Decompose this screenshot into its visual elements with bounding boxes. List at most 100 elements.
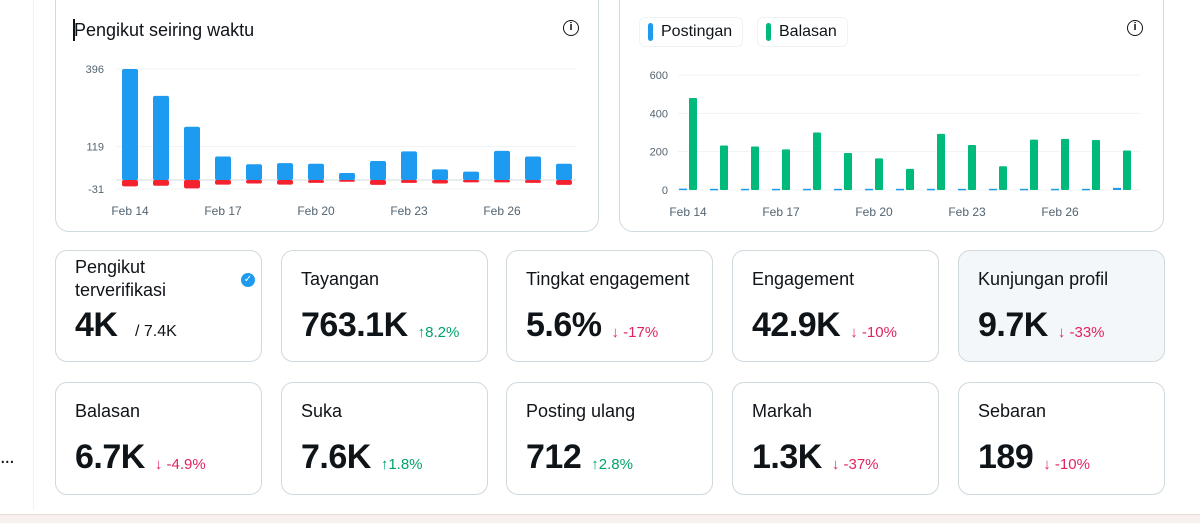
metric-label: Tayangan: [301, 269, 380, 289]
posts-replies-chart-panel: Postingan Balasan i 600 400 200 0 Feb 14 Feb …: [619, 0, 1164, 232]
x-tick-label: Feb 17: [762, 205, 800, 219]
legend-posts-label: Postingan: [661, 23, 733, 40]
metric-change: ↓ -10%: [1043, 456, 1090, 473]
replies-bar: [720, 145, 728, 190]
replies-bar: [1061, 138, 1069, 190]
posts-bar: [1113, 187, 1121, 190]
posts-bar: [679, 188, 687, 191]
metric-card[interactable]: Balasan 6.7K ↓ -4.9%: [55, 382, 262, 495]
metric-card[interactable]: Pengikut terverifikasi 4K / 7.4K ✓: [55, 250, 262, 362]
posts-bar: [896, 188, 904, 191]
info-icon[interactable]: i: [563, 20, 579, 36]
replies-bar: [782, 149, 790, 190]
followers-chart: 396 119 -31 Feb 14 Feb 17 Feb 20 Feb 23 Feb 26: [86, 64, 576, 218]
new-followers-bar: [246, 164, 262, 180]
posts-swatch: [648, 23, 653, 41]
posts-bar: [989, 188, 997, 191]
verified-icon: ✓: [241, 273, 255, 287]
new-followers-bar: [122, 69, 138, 180]
new-followers-bar: [494, 150, 510, 180]
metric-label: Suka: [301, 401, 343, 421]
info-icon[interactable]: i: [1127, 20, 1143, 36]
x-tick-label: Feb 17: [204, 204, 242, 218]
unfollows-bar: [308, 180, 324, 183]
unfollows-bar: [556, 180, 572, 185]
metric-change: ↑8.2%: [417, 324, 460, 341]
metric-value: 763.1K: [301, 306, 408, 344]
metric-card[interactable]: Suka 7.6K ↑1.8%: [281, 382, 488, 495]
y-tick-label: 0: [662, 185, 668, 197]
metric-card[interactable]: Engagement 42.9K ↓ -10%: [732, 250, 939, 362]
metric-card[interactable]: Markah 1.3K ↓ -37%: [732, 382, 939, 495]
unfollows-bar: [432, 180, 448, 184]
legend-posts[interactable]: Postingan: [639, 17, 744, 47]
replies-bar: [968, 144, 976, 190]
replies-bar: [813, 132, 821, 190]
y-tick-label: 400: [650, 108, 668, 120]
x-tick-label: Feb 23: [948, 205, 986, 219]
followers-chart-panel: Pengikut seiring waktu i 396 119 -31 Feb 14…: [55, 0, 599, 232]
replies-bar: [937, 133, 945, 190]
posts-bar: [710, 188, 718, 191]
metric-change: ↓ -4.9%: [154, 456, 206, 473]
metric-card[interactable]: Tingkat engagement 5.6% ↓ -17%: [506, 250, 713, 362]
metric-value: 42.9K: [752, 306, 841, 344]
x-tick-label: Feb 14: [111, 204, 149, 218]
posts-bar: [741, 188, 749, 191]
legend-replies[interactable]: Balasan: [757, 17, 848, 47]
metric-label: Balasan: [75, 401, 141, 421]
replies-bar: [1030, 139, 1038, 190]
metric-change: ↓ -33%: [1057, 324, 1105, 341]
y-tick-label: 600: [650, 70, 668, 82]
x-tick-label: Feb 26: [483, 204, 521, 218]
replies-bar: [1123, 150, 1131, 190]
y-tick-label: 200: [650, 147, 668, 159]
posts-bar: [772, 188, 780, 191]
replies-bar: [875, 158, 883, 190]
metric-label: Kunjungan profil: [978, 269, 1109, 289]
metric-label: Engagement: [752, 269, 855, 289]
metric-card[interactable]: Sebaran 189 ↓ -10%: [958, 382, 1165, 495]
metric-change: ↓ -10%: [850, 324, 897, 341]
metric-value: 4K: [75, 306, 118, 344]
unfollows-bar: [184, 180, 200, 189]
x-tick-label: Feb 14: [669, 205, 707, 219]
text-cursor: [73, 19, 75, 41]
y-tick-label: -31: [88, 184, 104, 196]
posts-bar: [958, 188, 966, 191]
replies-bar: [751, 146, 759, 190]
replies-swatch: [766, 23, 771, 41]
metric-value: 189: [978, 438, 1034, 476]
unfollows-bar: [277, 180, 293, 185]
metric-change: ↓ -37%: [831, 456, 879, 473]
replies-bar: [999, 166, 1007, 190]
replies-bar: [1092, 139, 1100, 190]
followers-chart-title: Pengikut seiring waktu: [74, 20, 255, 40]
unfollows-bar: [401, 180, 417, 183]
new-followers-bar: [339, 172, 355, 180]
metric-label: Markah: [752, 401, 813, 421]
unfollows-bar: [153, 180, 169, 186]
metric-card[interactable]: Posting ulang 712 ↑2.8%: [506, 382, 713, 495]
metric-card[interactable]: Kunjungan profil 9.7K ↓ -33%: [958, 250, 1165, 362]
metric-value: 9.7K: [978, 306, 1048, 344]
unfollows-bar: [370, 180, 386, 185]
new-followers-bar: [525, 156, 541, 180]
new-followers-bar: [370, 160, 386, 180]
metric-value: 712: [526, 438, 582, 476]
replies-bar: [844, 153, 852, 190]
new-followers-bar: [556, 163, 572, 180]
unfollows-bar: [339, 180, 355, 182]
metric-card[interactable]: Tayangan 763.1K ↑8.2%: [281, 250, 488, 362]
metric-label: Sebaran: [978, 401, 1047, 421]
new-followers-bar: [463, 171, 479, 180]
new-followers-bar: [432, 169, 448, 180]
metric-value: 5.6%: [526, 306, 602, 344]
y-tick-label: 396: [86, 64, 104, 76]
metric-label: Pengikut terverifikasi: [75, 257, 167, 300]
metric-change: ↑1.8%: [380, 456, 423, 473]
metric-label: Posting ulang: [526, 401, 636, 421]
posts-bar: [927, 188, 935, 191]
unfollows-bar: [246, 180, 262, 184]
